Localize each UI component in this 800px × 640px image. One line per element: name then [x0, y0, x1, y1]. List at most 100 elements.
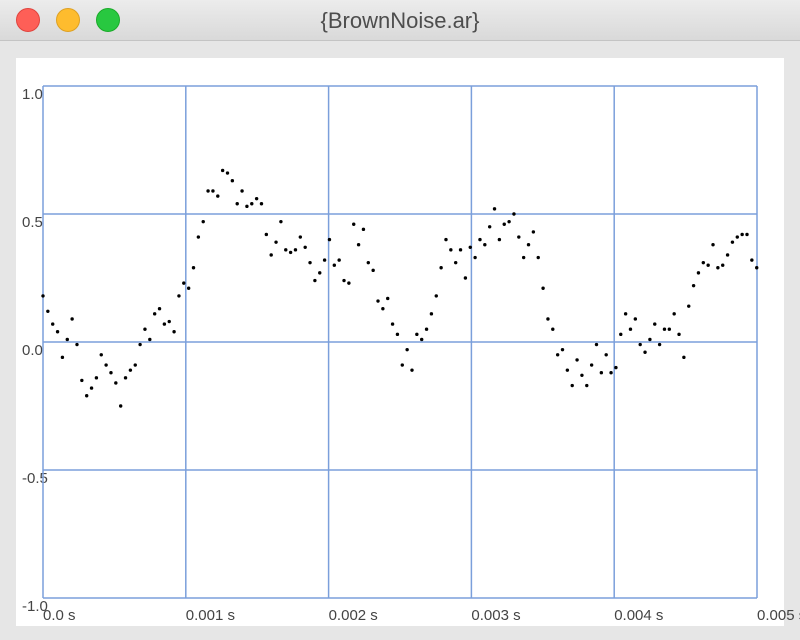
data-point	[623, 312, 628, 316]
data-point	[70, 317, 74, 321]
data-point	[667, 327, 672, 331]
data-point	[75, 342, 79, 347]
data-point	[526, 243, 531, 247]
data-point	[619, 332, 623, 337]
data-point	[186, 286, 191, 290]
data-point	[51, 322, 55, 326]
data-point	[225, 171, 230, 175]
data-point	[60, 355, 65, 360]
data-point	[677, 332, 681, 337]
data-point	[298, 235, 303, 239]
data-point	[643, 350, 647, 354]
x-tick-label: 0.005 s	[757, 607, 800, 624]
data-point	[318, 271, 322, 275]
data-point	[84, 394, 89, 398]
data-point	[517, 235, 521, 239]
data-point	[308, 260, 312, 265]
data-point	[585, 383, 589, 388]
x-tick-label: 0.002 s	[329, 607, 378, 624]
data-point	[434, 294, 438, 298]
zoom-button[interactable]	[96, 8, 120, 32]
data-point	[269, 253, 273, 257]
y-tick-label: 0.0	[22, 342, 43, 359]
data-point	[376, 299, 380, 303]
data-point	[114, 381, 118, 385]
data-point	[279, 219, 283, 224]
data-point	[284, 248, 288, 252]
data-point	[497, 237, 502, 242]
data-point	[570, 383, 574, 388]
data-point	[361, 227, 366, 232]
data-point	[264, 232, 269, 237]
data-point	[594, 342, 599, 347]
data-point	[420, 337, 424, 342]
y-tick-label: -1.0	[22, 598, 48, 615]
data-point	[211, 189, 215, 193]
data-point	[327, 237, 332, 242]
data-point	[745, 232, 749, 237]
data-point	[352, 222, 356, 226]
data-point	[691, 283, 696, 288]
data-point	[230, 179, 235, 183]
data-point	[337, 258, 341, 262]
data-point	[755, 266, 759, 270]
data-point	[254, 196, 259, 201]
data-point	[386, 296, 390, 301]
x-tick-label: 0.003 s	[471, 607, 520, 624]
data-point	[342, 278, 346, 283]
data-point	[182, 281, 186, 285]
data-point	[196, 235, 201, 239]
data-point	[657, 342, 662, 347]
data-point	[123, 376, 128, 380]
data-point	[191, 266, 196, 270]
data-point	[259, 202, 264, 206]
close-button[interactable]	[16, 8, 40, 32]
data-point	[235, 202, 239, 206]
data-point	[65, 337, 69, 342]
data-point	[711, 243, 715, 247]
data-point	[536, 255, 540, 260]
data-point	[653, 322, 657, 326]
data-point	[356, 243, 361, 247]
data-point	[157, 307, 162, 311]
data-point	[274, 240, 278, 244]
data-point	[55, 330, 60, 334]
data-point	[250, 202, 254, 206]
data-point	[633, 317, 638, 321]
data-point	[201, 219, 205, 224]
data-point	[245, 204, 249, 209]
x-tick-label: 0.001 s	[186, 607, 235, 624]
data-point	[332, 263, 337, 267]
data-point	[502, 222, 506, 226]
data-point	[390, 322, 395, 326]
data-point	[288, 250, 293, 255]
data-point	[682, 355, 686, 360]
data-point	[531, 230, 536, 234]
data-point	[740, 232, 744, 237]
data-point	[614, 365, 618, 370]
data-point	[696, 271, 701, 275]
data-point	[410, 368, 414, 372]
data-point	[133, 363, 137, 367]
data-point	[89, 386, 94, 390]
data-point	[483, 243, 487, 247]
data-point	[453, 260, 458, 265]
data-point	[565, 368, 570, 372]
data-point	[424, 327, 429, 331]
data-point	[167, 319, 171, 324]
data-point	[143, 327, 147, 331]
data-point	[541, 286, 545, 290]
data-point	[546, 317, 550, 321]
data-point	[162, 322, 167, 326]
minimize-button[interactable]	[56, 8, 80, 32]
data-point	[555, 353, 560, 357]
data-point	[449, 248, 453, 252]
data-point	[560, 347, 565, 352]
data-point	[716, 266, 720, 270]
data-point	[638, 342, 642, 347]
data-point	[172, 330, 176, 334]
data-point	[128, 368, 133, 372]
data-point	[415, 332, 419, 337]
